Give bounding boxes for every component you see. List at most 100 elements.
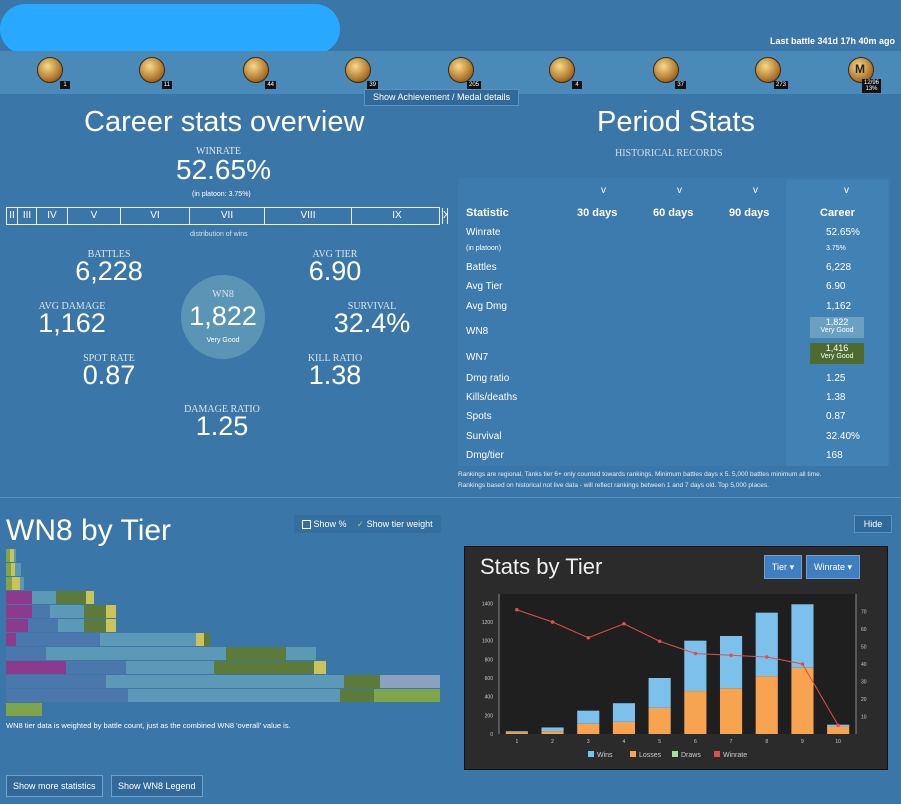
period-row-label: WN7 bbox=[466, 352, 489, 363]
winrate-dropdown-button[interactable]: Winrate ▾ bbox=[806, 555, 860, 579]
tier-wn8-segment bbox=[340, 689, 374, 702]
last-battle-text: Last battle 341d 17h 40m ago bbox=[769, 36, 895, 46]
medal-2-icon[interactable]: 11 bbox=[136, 55, 172, 89]
period-chevron[interactable]: v bbox=[677, 185, 682, 196]
period-stats-title: Period Stats bbox=[597, 106, 755, 138]
tier-segment: III bbox=[18, 208, 37, 224]
medal-6-icon[interactable]: 4 bbox=[546, 55, 582, 89]
rankings-note-1: Rankings are regional. Tanks tier 6+ onl… bbox=[458, 471, 822, 478]
medal-count: 37 bbox=[675, 81, 686, 89]
winrate-point bbox=[550, 620, 555, 624]
tier-wn8-segment bbox=[374, 689, 440, 702]
redacted-player-name bbox=[0, 4, 340, 54]
tier-segment: V bbox=[68, 208, 121, 224]
tier-wn8-segment bbox=[32, 605, 50, 618]
battles-value: 6,228 bbox=[75, 256, 143, 286]
period-row-value: 0.87 bbox=[826, 411, 846, 422]
medal-5-icon[interactable]: 205 bbox=[445, 55, 481, 89]
tier-wn8-segment bbox=[16, 633, 100, 646]
medal-7-icon[interactable]: 37 bbox=[650, 55, 686, 89]
legend-swatch[interactable] bbox=[630, 751, 636, 757]
rankings-note-2: Rankings based on historical not live da… bbox=[458, 482, 769, 489]
period-column-header: 60 days bbox=[653, 207, 694, 219]
avg-tier-label: AVG TIER bbox=[312, 249, 358, 260]
legend-label[interactable]: Winrate bbox=[723, 752, 747, 759]
medal-disc bbox=[37, 57, 63, 83]
medal-disc bbox=[345, 57, 371, 83]
period-chevron[interactable]: v bbox=[753, 185, 758, 196]
medal-count: 4 bbox=[572, 81, 582, 89]
legend-swatch[interactable] bbox=[714, 751, 720, 757]
tier-wn8-segment bbox=[56, 591, 86, 604]
period-row-value: 1.38 bbox=[826, 392, 846, 403]
medal-disc bbox=[549, 57, 575, 83]
wn8-verdict: Very Good bbox=[206, 337, 240, 344]
medal-count: 12/96 13% bbox=[861, 79, 881, 93]
avg-damage-label: AVG DAMAGE bbox=[38, 301, 106, 312]
tier-wn8-segment bbox=[6, 577, 12, 590]
y-left-tick: 400 bbox=[485, 695, 494, 701]
winrate-point bbox=[515, 607, 519, 612]
medal-8-icon[interactable]: 273 bbox=[752, 55, 788, 89]
show-more-statistics-button[interactable]: Show more statistics bbox=[6, 775, 103, 797]
avg-damage-value: 1,162 bbox=[38, 308, 106, 338]
period-chevron[interactable]: v bbox=[601, 185, 606, 196]
y-right-tick: 10 bbox=[861, 715, 867, 721]
legend-label[interactable]: Wins bbox=[597, 752, 613, 759]
checkmark-icon[interactable]: ✓ bbox=[356, 519, 365, 529]
medal-disc bbox=[243, 57, 269, 83]
tier-wn8-segment bbox=[314, 661, 326, 674]
x-tick: 4 bbox=[623, 739, 626, 745]
tier-wn8-segment bbox=[204, 633, 210, 646]
stats-by-tier-chart: 0 200 400 600 800 1000 1200 1400 10 20 30 40 50 60 70 1… bbox=[482, 594, 867, 759]
wn8-value: 1,822 bbox=[189, 301, 257, 331]
y-right-tick: 60 bbox=[861, 627, 867, 633]
period-badge-verdict: Very Good bbox=[820, 353, 854, 360]
x-tick: 5 bbox=[658, 739, 661, 745]
show-medal-details-button[interactable]: Show Achievement / Medal details bbox=[364, 89, 520, 106]
tier-segment: VI bbox=[121, 208, 190, 224]
medal-disc bbox=[848, 57, 874, 83]
tier-wn8-segment bbox=[6, 549, 10, 562]
tier-wn8-segment bbox=[12, 577, 20, 590]
tier-segment: VII bbox=[190, 208, 265, 224]
tier-wn8-segment bbox=[84, 619, 106, 632]
wins-bar bbox=[791, 604, 814, 668]
wn8-by-tier-chart bbox=[6, 549, 440, 716]
tier-dropdown-button[interactable]: Tier ▾ bbox=[764, 555, 802, 579]
tier-wn8-segment bbox=[6, 703, 42, 716]
medal-1-icon[interactable]: 1 bbox=[34, 55, 70, 89]
legend-swatch[interactable] bbox=[588, 751, 594, 757]
hide-button[interactable]: Hide bbox=[854, 515, 892, 533]
winrate-dropdown-label: Winrate bbox=[813, 562, 845, 572]
winrate-point bbox=[657, 639, 662, 644]
legend-swatch[interactable] bbox=[672, 751, 678, 757]
show-tier-weight-label[interactable]: Show tier weight bbox=[366, 519, 433, 529]
losses-bar bbox=[648, 707, 671, 734]
show-wn8-legend-button[interactable]: Show WN8 Legend bbox=[111, 775, 203, 797]
tier-wn8-segment bbox=[50, 605, 84, 618]
medal-4-icon[interactable]: 39 bbox=[342, 55, 378, 89]
show-percent-checkbox[interactable] bbox=[302, 520, 311, 530]
period-row-label: Winrate bbox=[466, 227, 501, 238]
tier-wn8-segment bbox=[6, 591, 32, 604]
medal-disc bbox=[653, 57, 679, 83]
mastery-icon[interactable]: M 12/96 13% bbox=[845, 55, 881, 93]
distribution-label: distribution of wins bbox=[190, 231, 248, 238]
period-row-label: Spots bbox=[466, 411, 492, 422]
period-chevron[interactable]: v bbox=[844, 185, 849, 196]
show-percent-label[interactable]: Show % bbox=[313, 519, 347, 529]
legend-label[interactable]: Draws bbox=[681, 752, 701, 759]
period-row-label: (in platoon) bbox=[466, 245, 502, 252]
battles-label: BATTLES bbox=[87, 249, 131, 260]
period-row-label: Dmg ratio bbox=[466, 373, 510, 384]
period-column-header: Career bbox=[820, 207, 855, 219]
medal-3-icon[interactable]: 44 bbox=[240, 55, 276, 89]
legend-label[interactable]: Losses bbox=[639, 752, 662, 759]
avg-tier-value: 6.90 bbox=[308, 256, 362, 286]
winrate-value: 52.65% bbox=[176, 154, 271, 185]
tier-wn8-segment bbox=[6, 661, 66, 674]
y-right-tick: 30 bbox=[861, 680, 867, 686]
tier-segment: VIII bbox=[265, 208, 352, 224]
career-stats-title: Career stats overview bbox=[84, 106, 365, 138]
